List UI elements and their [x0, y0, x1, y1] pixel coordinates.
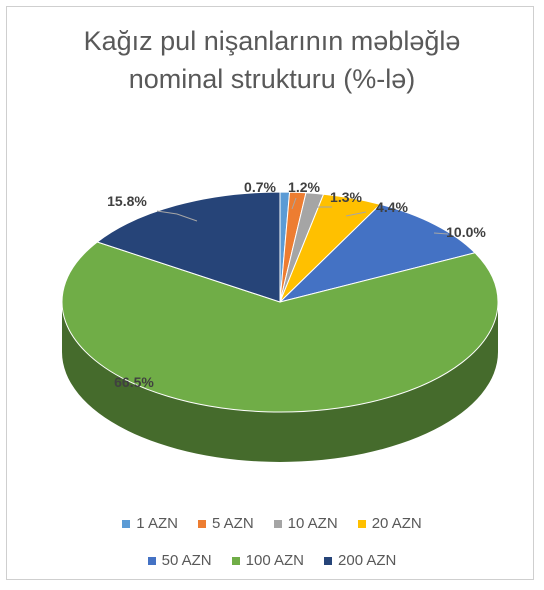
data-label-10-azn: 1.3% [330, 189, 362, 205]
legend-label-50-azn: 50 AZN [161, 552, 212, 569]
legend-swatch-200-azn [324, 556, 333, 565]
legend-label-5-azn: 5 AZN [211, 515, 254, 532]
legend-swatch-20-azn [357, 519, 366, 528]
legend-item-5-azn[interactable]: 5 AZN [197, 515, 254, 532]
leader-line-5-azn [291, 197, 297, 210]
data-labels: 0.7% 1.2% 1.3% 4.4% 10.0% 66.5% 15.8% [107, 179, 486, 390]
data-label-20-azn: 4.4% [376, 199, 408, 215]
data-label-5-azn: 1.2% [288, 179, 320, 195]
legend-item-50-azn[interactable]: 50 AZN [147, 552, 212, 569]
pie-slice-100-azn[interactable] [61, 241, 499, 413]
pie-slices [61, 191, 499, 413]
legend-label-20-azn: 20 AZN [371, 515, 422, 532]
data-label-leaders [156, 197, 449, 235]
legend-item-1-azn[interactable]: 1 AZN [122, 515, 178, 532]
leader-line-20-azn [345, 211, 367, 217]
leader-line-200-azn [156, 210, 198, 222]
leader-line-50-azn [433, 232, 449, 235]
pie-side-100-azn [62, 302, 498, 462]
legend-swatch-100-azn [231, 556, 240, 565]
pie-side-walls [62, 302, 498, 462]
legend-item-10-azn[interactable]: 10 AZN [273, 515, 338, 532]
leader-line-10-azn [305, 206, 332, 212]
legend-row-2: 50 AZN 100 AZN 200 AZN [0, 552, 544, 569]
legend-label-1-azn: 1 AZN [136, 515, 178, 532]
legend-item-20-azn[interactable]: 20 AZN [357, 515, 422, 532]
data-label-50-azn: 10.0% [446, 224, 486, 240]
chart-title-line-1: Kağız pul nişanlarının məbləğlə [83, 26, 461, 56]
chart-title: Kağız pul nişanlarının məbləğlə nominal … [0, 22, 544, 98]
chart-title-line-2: nominal strukturu (%-lə) [128, 64, 416, 94]
legend-label-100-azn: 100 AZN [245, 552, 305, 569]
pie-slice-200-azn[interactable] [96, 191, 281, 303]
legend-label-200-azn: 200 AZN [338, 552, 397, 569]
data-label-100-azn: 66.5% [114, 374, 154, 390]
legend-item-200-azn[interactable]: 200 AZN [324, 552, 396, 569]
legend-swatch-5-azn [197, 519, 206, 528]
legend-label-10-azn: 10 AZN [287, 515, 338, 532]
data-label-200-azn: 15.8% [107, 193, 147, 209]
pie-slice-50-azn[interactable] [278, 203, 476, 303]
legend-row-1: 1 AZN 5 AZN 10 AZN 20 AZN [0, 515, 544, 532]
legend-swatch-50-azn [147, 556, 156, 565]
legend-swatch-1-azn [122, 519, 131, 528]
data-label-1-azn: 0.7% [244, 179, 276, 195]
legend-swatch-10-azn [273, 519, 282, 528]
legend-item-100-azn[interactable]: 100 AZN [231, 552, 305, 569]
